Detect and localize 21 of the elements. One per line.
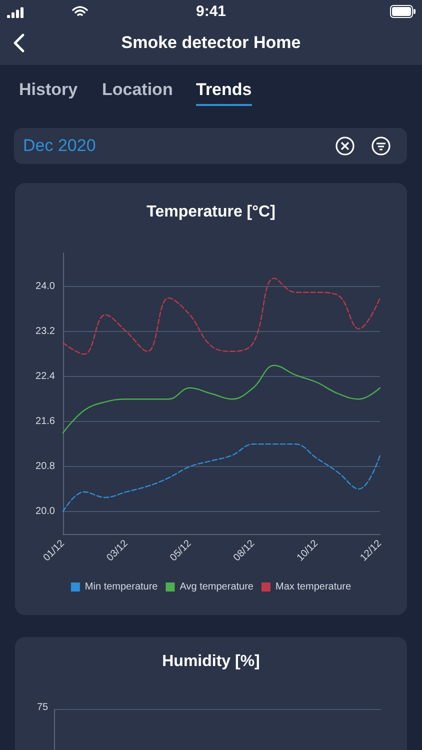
text: Location	[102, 80, 173, 101]
chart-title: Temperature [°C]	[146, 204, 276, 220]
y-tick-label: 21.6	[36, 416, 56, 428]
text: Smoke detector Home	[120, 33, 302, 53]
text: History	[19, 80, 78, 101]
legend-label: Max temperature	[275, 582, 352, 592]
text: 9:41	[194, 3, 228, 20]
legend-label: Avg temperature	[180, 582, 254, 592]
legend-label: Min temperature	[84, 582, 158, 592]
y-tick-label: 20.8	[36, 461, 56, 472]
text: 75	[37, 702, 48, 713]
line-series	[62, 443, 381, 512]
text: Humidity [%]	[161, 653, 261, 671]
y-tick-label: 23.2	[36, 326, 56, 338]
line-series	[62, 364, 381, 434]
text: Dec 2020	[23, 136, 96, 156]
y-tick-label: 20.0	[36, 506, 56, 518]
y-tick-label: 24.0	[36, 281, 56, 292]
y-tick-label: 22.4	[36, 371, 56, 382]
text: Trends	[196, 80, 252, 106]
line-series	[62, 278, 381, 355]
